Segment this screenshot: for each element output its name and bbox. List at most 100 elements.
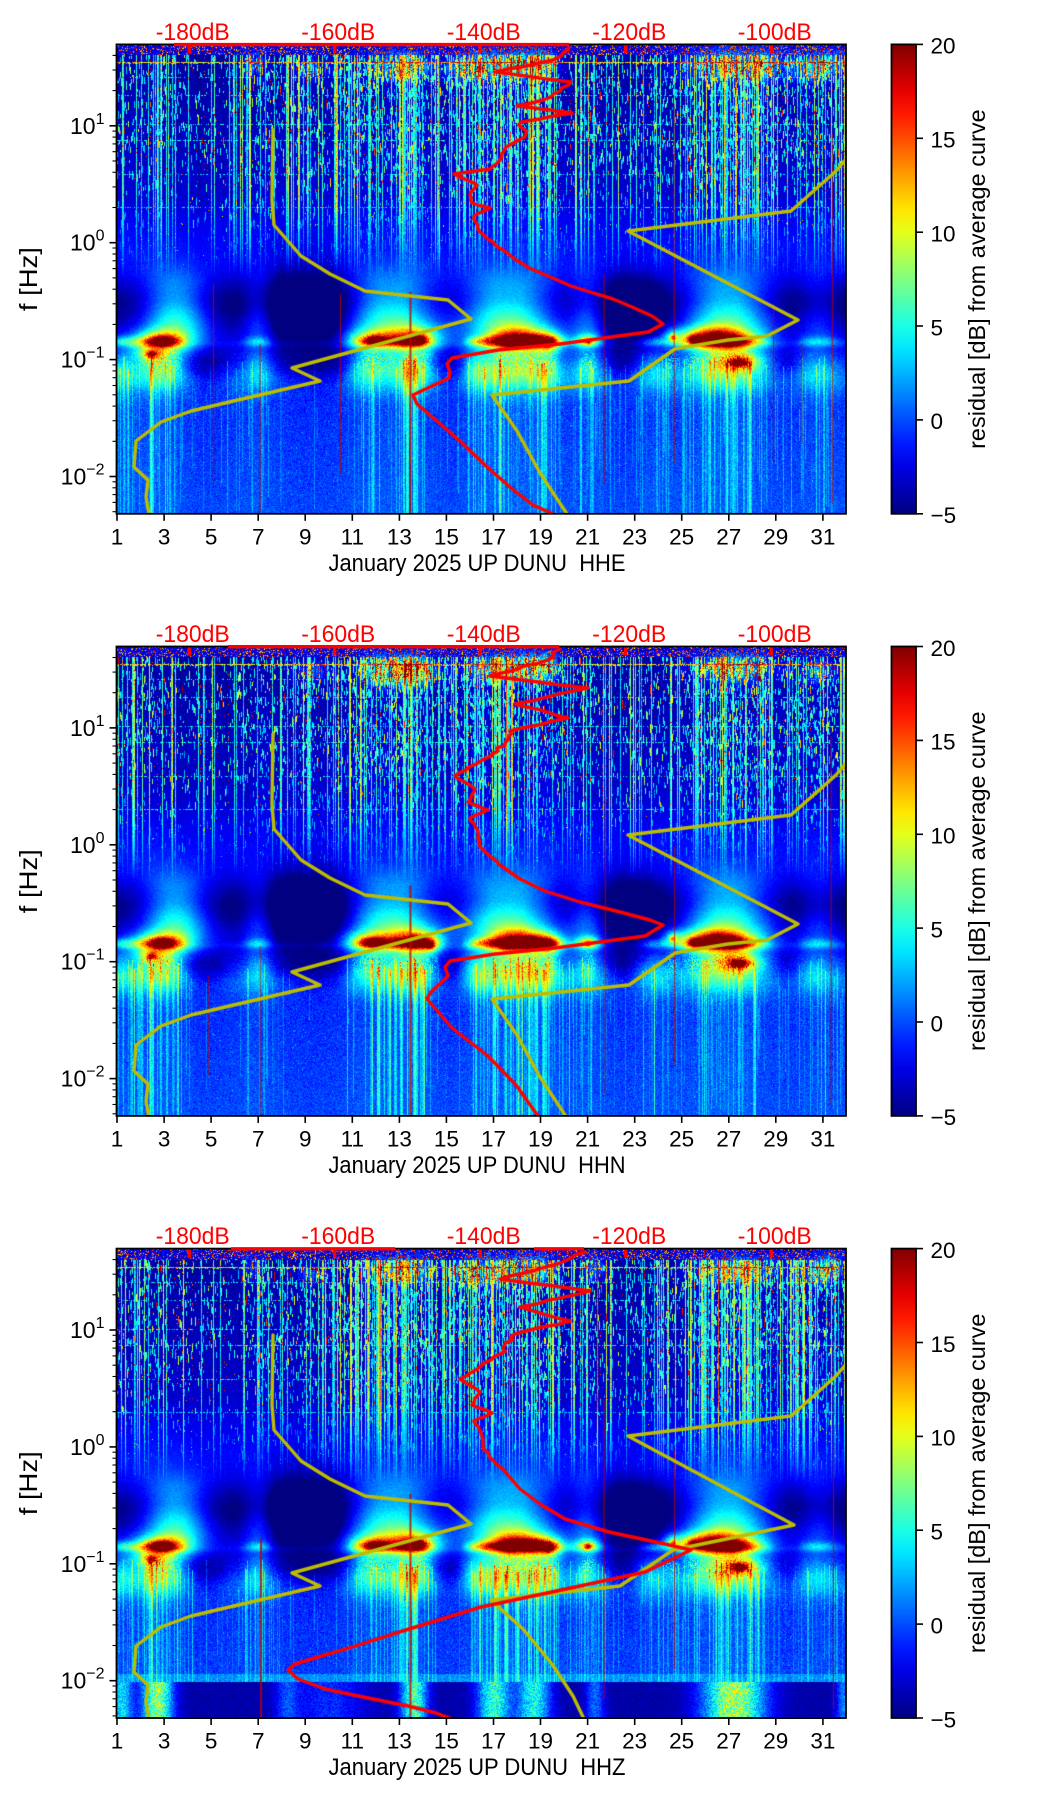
svg-text:7: 7 [252, 1126, 265, 1151]
svg-text:f [Hz]: f [Hz] [15, 849, 43, 913]
svg-text:f [Hz]: f [Hz] [15, 247, 43, 311]
svg-text:5: 5 [931, 917, 944, 942]
svg-text:20: 20 [931, 34, 956, 59]
svg-text:15: 15 [931, 128, 956, 153]
svg-text:-140dB: -140dB [447, 1223, 521, 1250]
svg-text:5: 5 [931, 1520, 944, 1545]
svg-text:5: 5 [205, 1126, 218, 1151]
svg-text:3: 3 [158, 1126, 171, 1151]
svg-text:17: 17 [481, 1729, 506, 1754]
svg-text:-120dB: -120dB [592, 19, 666, 46]
svg-text:−5: −5 [931, 1707, 957, 1732]
svg-text:27: 27 [716, 1126, 741, 1151]
svg-text:-120dB: -120dB [592, 621, 666, 648]
svg-text:101: 101 [70, 1315, 105, 1343]
svg-text:January 2025 UP DUNU HHZ: January 2025 UP DUNU HHZ [329, 1754, 626, 1781]
svg-text:-160dB: -160dB [301, 19, 375, 46]
svg-text:100: 100 [70, 1432, 105, 1460]
svg-text:19: 19 [528, 524, 553, 549]
svg-text:-160dB: -160dB [301, 621, 375, 648]
svg-text:20: 20 [931, 1238, 956, 1263]
svg-text:15: 15 [931, 1332, 956, 1357]
svg-text:7: 7 [252, 1729, 265, 1754]
svg-text:20: 20 [931, 636, 956, 661]
svg-text:25: 25 [669, 1729, 694, 1754]
svg-text:-100dB: -100dB [738, 621, 812, 648]
svg-text:1: 1 [111, 524, 124, 549]
svg-text:0: 0 [931, 1613, 944, 1638]
svg-text:15: 15 [931, 730, 956, 755]
svg-text:101: 101 [70, 713, 105, 741]
svg-text:10−2: 10−2 [61, 462, 105, 490]
svg-text:-180dB: -180dB [156, 1223, 230, 1250]
svg-text:27: 27 [716, 1729, 741, 1754]
svg-text:9: 9 [299, 1729, 312, 1754]
svg-text:5: 5 [931, 315, 944, 340]
svg-text:21: 21 [575, 1126, 600, 1151]
svg-text:-140dB: -140dB [447, 621, 521, 648]
svg-text:11: 11 [341, 1729, 364, 1754]
svg-text:25: 25 [669, 1126, 694, 1151]
svg-text:residual [dB] from average cur: residual [dB] from average curve [964, 711, 990, 1051]
svg-text:15: 15 [434, 1126, 459, 1151]
svg-text:100: 100 [70, 830, 105, 858]
svg-text:9: 9 [299, 524, 312, 549]
svg-text:21: 21 [575, 524, 600, 549]
svg-text:10: 10 [931, 222, 956, 247]
svg-text:13: 13 [387, 1126, 412, 1151]
svg-text:3: 3 [158, 524, 171, 549]
svg-text:19: 19 [528, 1126, 553, 1151]
svg-text:23: 23 [622, 524, 647, 549]
svg-text:10−1: 10−1 [61, 345, 105, 373]
svg-text:-100dB: -100dB [738, 1223, 812, 1250]
svg-text:25: 25 [669, 524, 694, 549]
svg-text:-180dB: -180dB [156, 19, 230, 46]
svg-text:-160dB: -160dB [301, 1223, 375, 1250]
svg-text:15: 15 [434, 1729, 459, 1754]
svg-text:0: 0 [931, 409, 944, 434]
svg-text:23: 23 [622, 1729, 647, 1754]
svg-text:10−2: 10−2 [61, 1064, 105, 1092]
svg-text:-120dB: -120dB [592, 1223, 666, 1250]
svg-text:7: 7 [252, 524, 265, 549]
svg-text:0: 0 [931, 1011, 944, 1036]
svg-text:15: 15 [434, 524, 459, 549]
svg-text:27: 27 [716, 524, 741, 549]
svg-text:residual [dB] from average cur: residual [dB] from average curve [964, 1313, 990, 1653]
svg-text:11: 11 [341, 1126, 364, 1151]
svg-text:10: 10 [931, 1426, 956, 1451]
svg-text:101: 101 [70, 111, 105, 139]
svg-text:5: 5 [205, 1729, 218, 1754]
svg-text:17: 17 [481, 524, 506, 549]
svg-text:−5: −5 [931, 503, 957, 528]
svg-text:-180dB: -180dB [156, 621, 230, 648]
svg-text:13: 13 [387, 524, 412, 549]
svg-text:1: 1 [111, 1729, 124, 1754]
svg-text:13: 13 [387, 1729, 412, 1754]
svg-text:17: 17 [481, 1126, 506, 1151]
svg-text:10−1: 10−1 [61, 947, 105, 975]
svg-text:23: 23 [622, 1126, 647, 1151]
svg-text:f [Hz]: f [Hz] [15, 1451, 43, 1515]
svg-text:3: 3 [158, 1729, 171, 1754]
svg-text:January 2025 UP DUNU HHE: January 2025 UP DUNU HHE [329, 550, 626, 577]
svg-text:residual [dB] from average cur: residual [dB] from average curve [964, 109, 990, 449]
svg-text:−5: −5 [931, 1105, 957, 1130]
svg-text:10−2: 10−2 [61, 1666, 105, 1694]
svg-text:-140dB: -140dB [447, 19, 521, 46]
svg-text:11: 11 [341, 524, 364, 549]
svg-text:31: 31 [810, 1126, 835, 1151]
svg-text:29: 29 [763, 1729, 788, 1754]
svg-text:29: 29 [763, 524, 788, 549]
svg-text:5: 5 [205, 524, 218, 549]
svg-text:January 2025 UP DUNU HHN: January 2025 UP DUNU HHN [329, 1152, 626, 1179]
svg-text:29: 29 [763, 1126, 788, 1151]
svg-text:9: 9 [299, 1126, 312, 1151]
svg-text:100: 100 [70, 228, 105, 256]
svg-text:21: 21 [575, 1729, 600, 1754]
svg-text:31: 31 [810, 1729, 835, 1754]
svg-text:31: 31 [810, 524, 835, 549]
svg-text:10: 10 [931, 824, 956, 849]
svg-text:19: 19 [528, 1729, 553, 1754]
svg-text:10−1: 10−1 [61, 1549, 105, 1577]
